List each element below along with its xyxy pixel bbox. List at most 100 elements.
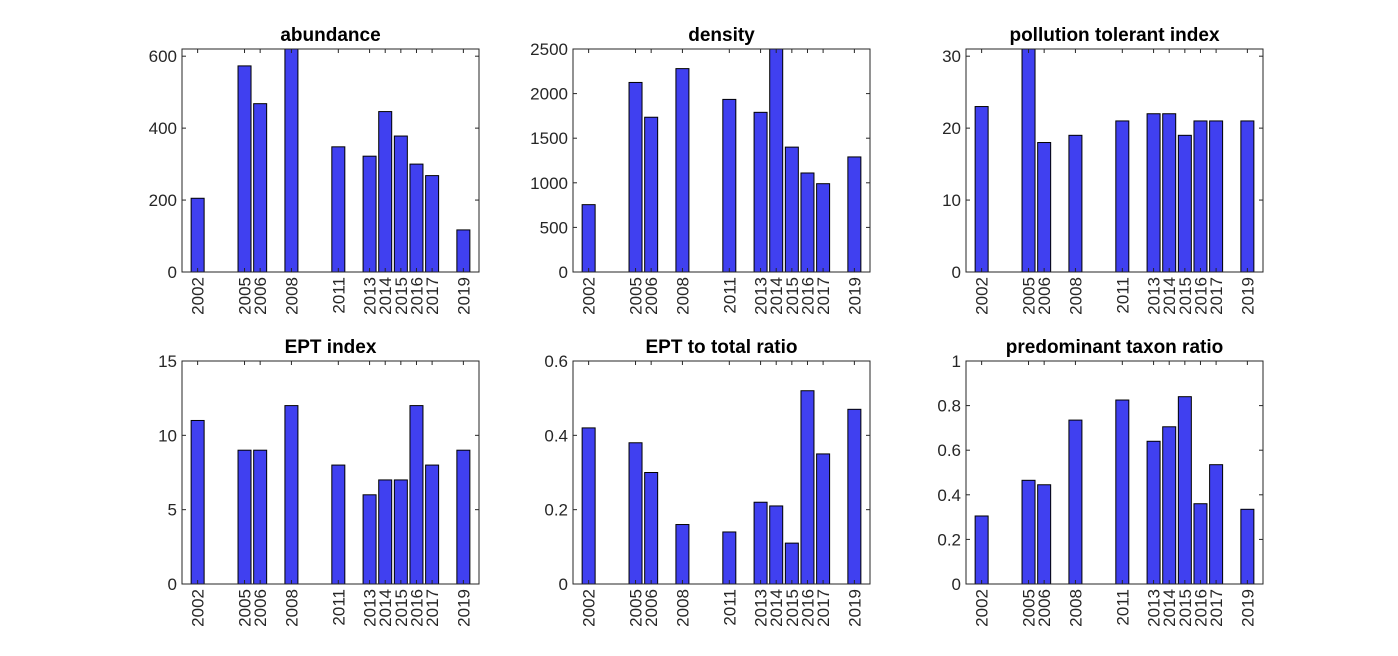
x-tick-label: 2015 [783, 277, 802, 315]
x-tick-label: 2016 [1191, 277, 1210, 315]
y-tick-label: 200 [149, 191, 177, 210]
x-tick-label: 2014 [767, 589, 786, 627]
bar-2011 [722, 98, 737, 273]
x-tick-label: 2002 [189, 277, 208, 315]
x-tick-label: 2002 [580, 589, 599, 627]
y-tick-label: 0.2 [544, 501, 568, 520]
x-tick-label: 2019 [845, 589, 864, 627]
bar-2005 [628, 81, 643, 273]
axes-box [572, 48, 871, 273]
bar-2016 [800, 390, 815, 585]
x-tick-label: 2002 [973, 277, 992, 315]
axes-box [965, 48, 1264, 273]
axes-box [965, 360, 1264, 585]
x-tick-label: 2015 [1176, 277, 1195, 315]
x-tick-label: 2019 [1238, 277, 1257, 315]
bar-2011 [1115, 120, 1130, 273]
bar-2017 [425, 175, 440, 273]
chart-title: density [688, 25, 755, 46]
bar-2015 [1177, 134, 1192, 273]
x-tick-label: 2016 [407, 277, 426, 315]
bar-2019 [456, 229, 471, 273]
x-tick-label: 2002 [973, 589, 992, 627]
y-tick-label: 0.6 [544, 352, 568, 371]
bar-2019 [847, 156, 862, 273]
bar-2002 [581, 204, 596, 273]
x-tick-label: 2008 [282, 589, 301, 627]
y-tick-label: 1 [952, 352, 961, 371]
bar-2019 [1240, 508, 1255, 585]
bar-2002 [581, 427, 596, 585]
bar-2019 [847, 408, 862, 585]
x-tick-label: 2006 [1035, 277, 1054, 315]
bar-2015 [784, 542, 799, 585]
bar-2002 [190, 419, 205, 585]
x-tick-label: 2005 [627, 277, 646, 315]
x-tick-label: 2008 [1066, 589, 1085, 627]
bar-2006 [1037, 142, 1052, 273]
y-tick-label: 0 [952, 263, 961, 282]
x-tick-label: 2015 [392, 589, 411, 627]
x-tick-label: 2014 [767, 277, 786, 315]
bar-2017 [816, 183, 831, 273]
y-tick-label: 10 [942, 191, 961, 210]
y-tick-label: 2500 [530, 40, 568, 59]
x-tick-label: 2013 [361, 277, 380, 315]
bar-2014 [1162, 113, 1177, 273]
bar-2016 [1193, 120, 1208, 273]
bar-2011 [722, 531, 737, 585]
bar-2015 [784, 146, 799, 273]
bar-2008 [675, 524, 690, 585]
y-tick-label: 5 [168, 501, 177, 520]
chart-title: abundance [280, 25, 380, 46]
y-tick-label: 0.6 [937, 441, 961, 460]
x-tick-label: 2017 [423, 277, 442, 315]
bar-2016 [409, 163, 424, 273]
x-tick-label: 2017 [814, 589, 833, 627]
axes-box [181, 360, 480, 585]
chart-title: pollution tolerant index [1009, 25, 1219, 46]
x-tick-label: 2017 [1207, 277, 1226, 315]
bar-2005 [1021, 479, 1036, 585]
x-tick-label: 2006 [251, 277, 270, 315]
y-tick-label: 0.4 [937, 486, 961, 505]
x-tick-label: 2008 [282, 277, 301, 315]
y-tick-label: 1000 [530, 174, 568, 193]
x-tick-label: 2017 [1207, 589, 1226, 627]
x-tick-label: 2006 [642, 589, 661, 627]
bar-2017 [1209, 120, 1224, 273]
x-tick-label: 2016 [407, 589, 426, 627]
x-tick-label: 2006 [642, 277, 661, 315]
x-tick-label: 2011 [1113, 277, 1132, 314]
bar-2006 [253, 103, 268, 273]
bar-2019 [1240, 120, 1255, 273]
x-tick-label: 2016 [1191, 589, 1210, 627]
x-tick-label: 2013 [752, 589, 771, 627]
bar-2014 [378, 111, 393, 273]
x-tick-label: 2013 [1145, 589, 1164, 627]
y-tick-label: 400 [149, 119, 177, 138]
y-tick-label: 600 [149, 47, 177, 66]
x-tick-label: 2016 [798, 277, 817, 315]
bar-2015 [1177, 396, 1192, 585]
x-tick-label: 2002 [189, 589, 208, 627]
y-tick-label: 0.2 [937, 530, 961, 549]
x-tick-label: 2014 [1160, 277, 1179, 315]
bar-2002 [974, 106, 989, 273]
x-tick-label: 2005 [236, 589, 255, 627]
bar-2011 [1115, 399, 1130, 585]
y-tick-label: 15 [158, 352, 177, 371]
bar-2014 [769, 48, 784, 273]
bar-2008 [284, 48, 299, 273]
bar-2005 [1021, 48, 1036, 273]
y-tick-label: 0.8 [937, 397, 961, 416]
x-tick-label: 2006 [1035, 589, 1054, 627]
bar-2002 [190, 197, 205, 273]
bar-2008 [675, 68, 690, 273]
bar-2011 [331, 464, 346, 585]
bar-2005 [237, 449, 252, 585]
x-tick-label: 2005 [627, 589, 646, 627]
